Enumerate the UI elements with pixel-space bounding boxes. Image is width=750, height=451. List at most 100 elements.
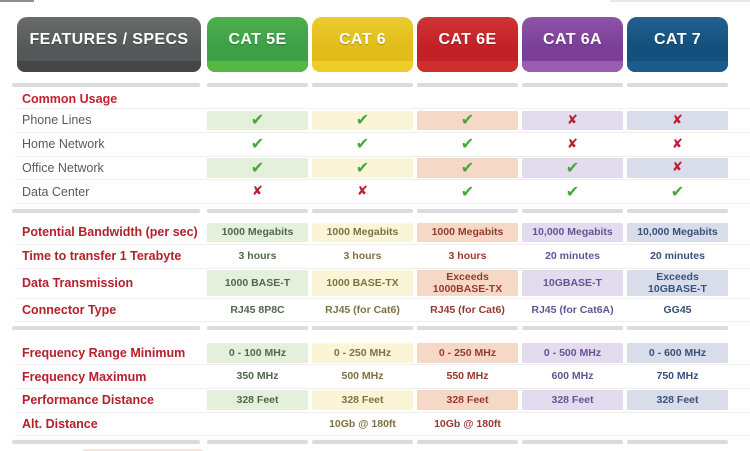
value-cell: 10,000 Megabits [627, 222, 728, 243]
row-label: Connector Type [22, 303, 117, 317]
check-icon: ✔ [355, 157, 370, 177]
cutoff-element-bottom [82, 449, 204, 451]
tab-bottom-strip [522, 61, 623, 72]
value-cell: 3 hours [448, 250, 487, 263]
table-row-alt-distance: Alt. Distance 10Gb @ 180ft 10Gb @ 180ft [15, 413, 750, 437]
table-row-office-network: Office Network ✔ ✔ ✔ ✔ ✘ [15, 157, 750, 181]
value-cell: ✘ [207, 182, 308, 202]
value-cell: 328 Feet [312, 390, 413, 411]
value-cell: ✘ [312, 182, 413, 202]
value-cell: ✔ [207, 110, 308, 131]
divider-bar [522, 326, 623, 331]
tab-bottom-strip [312, 61, 413, 72]
check-icon: ✔ [460, 157, 475, 177]
value-cell: ✘ [627, 110, 728, 131]
value-cell: 328 Feet [207, 390, 308, 411]
section-heading-row: Common Usage [15, 89, 750, 109]
row-label: Alt. Distance [22, 417, 98, 431]
table-header: FEATURES / SPECS CAT 5E CAT 6 CAT 6E CAT 6A… [15, 17, 750, 72]
check-icon: ✔ [355, 110, 370, 130]
features-specs-label: FEATURES / SPECS [29, 30, 189, 48]
value-cell: 10GBASE-T [522, 270, 623, 297]
row-label: Data Transmission [22, 276, 134, 291]
row-label: Frequency Maximum [22, 369, 147, 384]
section-heading: Common Usage [22, 91, 118, 106]
features-specs-header-tab: FEATURES / SPECS [17, 17, 201, 72]
value-cell: RJ45 8P8C [230, 303, 285, 316]
value-cell: ✔ [627, 182, 728, 202]
table-row-phone-lines: Phone Lines ✔ ✔ ✔ ✘ ✘ [15, 109, 750, 133]
value-cell: ✘ [627, 134, 728, 154]
value-cell: 550 MHz [446, 370, 489, 383]
divider-bar [12, 440, 200, 445]
header-tab-label: CAT 6E [438, 30, 497, 48]
check-icon: ✔ [250, 110, 265, 130]
x-icon: ✘ [672, 136, 683, 152]
value-cell: 328 Feet [522, 390, 623, 411]
table-row-frequency-range-minimum: Frequency Range Minimum 0 - 100 MHz 0 - 25… [15, 341, 750, 366]
section-divider [12, 326, 750, 331]
header-tab-cat-5e: CAT 5E [207, 17, 308, 72]
value-cell: ✔ [312, 134, 413, 154]
row-label: Phone Lines [22, 113, 92, 128]
table-body: Common Usage Phone Lines ✔ ✔ ✔ ✘ ✘ Home Network… [12, 83, 750, 445]
value-cell: GG45 [663, 303, 692, 316]
value-cell: ✔ [522, 158, 623, 178]
row-label: Office Network [22, 160, 104, 175]
top-right-edge-artifact [610, 0, 750, 2]
row-label: Frequency Range Minimum [22, 345, 186, 360]
value-cell: Exceeds 1000BASE-TX [417, 270, 518, 297]
value-cell: 10Gb @ 180ft [329, 417, 396, 430]
x-icon: ✘ [567, 112, 578, 128]
section-divider [12, 83, 750, 87]
table-row-frequency-maximum: Frequency Maximum 350 MHz 500 MHz 550 MHz 60… [15, 365, 750, 389]
value-cell: 0 - 600 MHz [627, 342, 728, 363]
divider-bar [312, 209, 413, 213]
header-tab-label: CAT 6 [338, 30, 387, 48]
value-cell: 328 Feet [417, 390, 518, 411]
divider-bar [207, 440, 308, 445]
value-cell: 328 Feet [627, 390, 728, 411]
value-cell: ✔ [417, 182, 518, 202]
divider-bar [207, 326, 308, 331]
check-icon: ✔ [460, 181, 475, 201]
value-cell: 0 - 500 MHz [522, 342, 623, 363]
x-icon: ✘ [252, 184, 263, 200]
x-icon: ✘ [567, 136, 578, 152]
divider-bar [12, 326, 200, 331]
value-cell: ✘ [522, 110, 623, 131]
value-cell: 750 MHz [656, 370, 699, 383]
divider-bar [522, 440, 623, 445]
divider-bar [627, 83, 728, 87]
value-cell: 3 hours [343, 250, 382, 263]
value-cell: ✔ [207, 134, 308, 154]
check-icon: ✔ [565, 181, 580, 201]
tab-bottom-strip [207, 61, 308, 72]
value-cell: 1000 BASE-T [207, 270, 308, 297]
divider-bar [627, 326, 728, 331]
value-cell: 350 MHz [236, 370, 279, 383]
section-divider [12, 209, 750, 213]
divider-bar [312, 83, 413, 87]
header-tab-cat-6a: CAT 6A [522, 17, 623, 72]
value-cell: 20 minutes [545, 250, 600, 263]
header-tab-cat-6e: CAT 6E [417, 17, 518, 72]
x-icon: ✘ [672, 160, 683, 176]
header-tab-cat-6: CAT 6 [312, 17, 413, 72]
value-cell [207, 414, 308, 434]
value-cell: ✘ [627, 158, 728, 178]
divider-bar [312, 326, 413, 331]
row-label: Time to transfer 1 Terabyte [22, 249, 182, 264]
check-icon: ✔ [355, 134, 370, 154]
value-cell: 0 - 250 MHz [417, 342, 518, 363]
divider-bar [522, 83, 623, 87]
check-icon: ✔ [250, 134, 265, 154]
check-icon: ✔ [250, 157, 265, 177]
divider-bar [12, 209, 200, 213]
value-cell: 10,000 Megabits [522, 222, 623, 243]
header-tab-label: CAT 7 [653, 30, 702, 48]
divider-bar [417, 83, 518, 87]
value-cell: ✔ [312, 110, 413, 131]
header-tab-label: CAT 6A [543, 30, 602, 48]
